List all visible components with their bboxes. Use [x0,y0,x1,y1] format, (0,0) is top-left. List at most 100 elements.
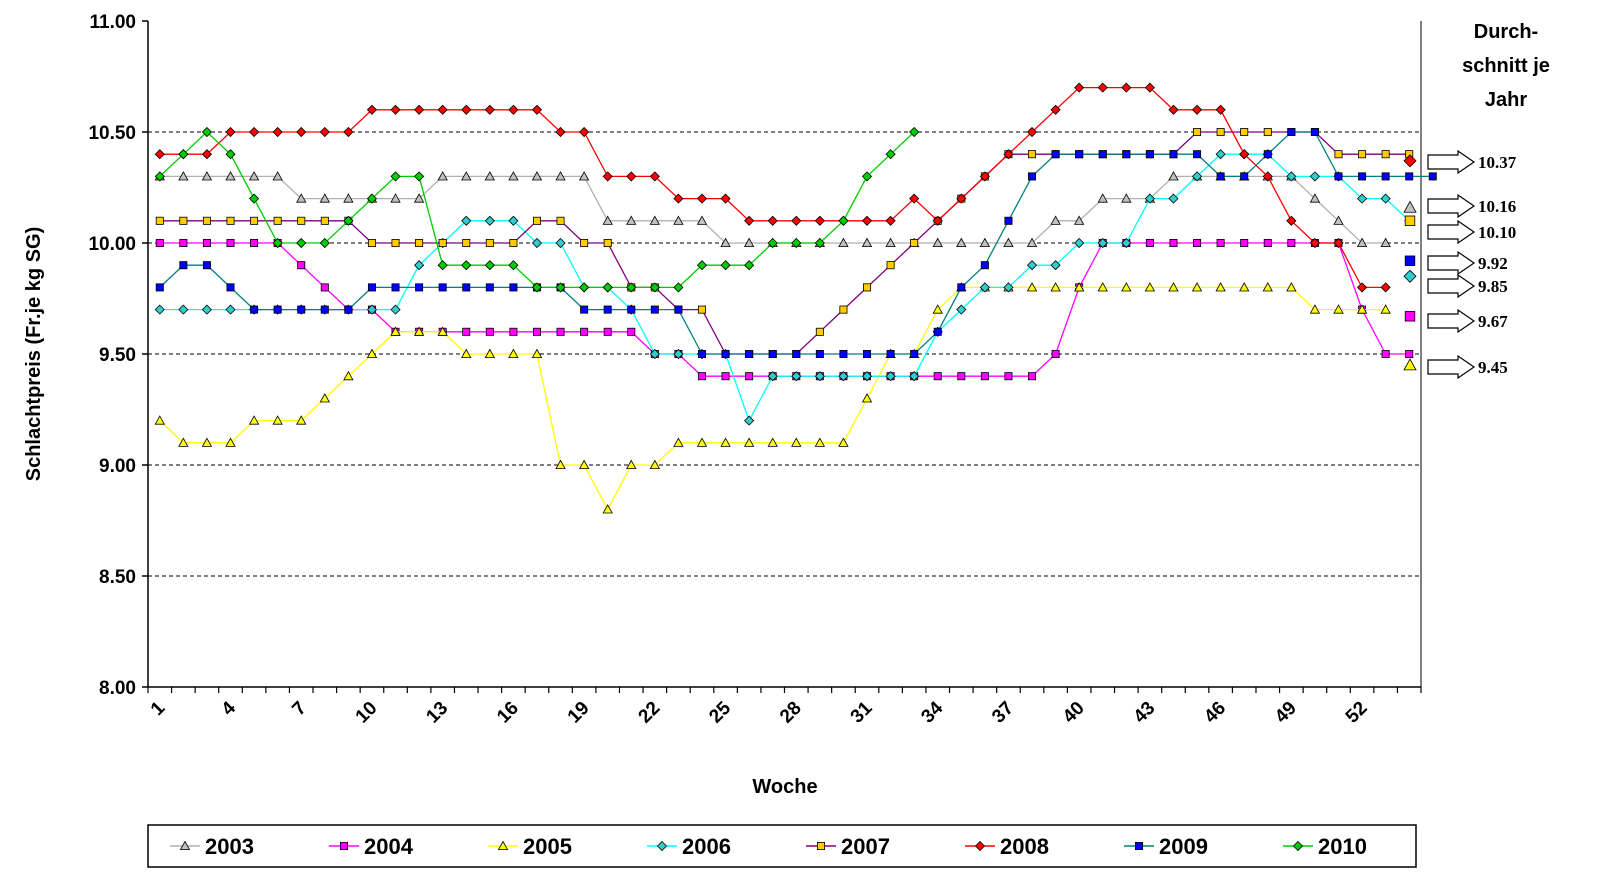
data-point-2003 [885,237,896,248]
data-point-2005 [932,304,943,314]
data-point-2006 [649,348,660,360]
data-point-2007 [485,238,494,247]
data-point-2006 [414,260,425,271]
x-tick-label: 10 [352,698,382,728]
data-point-2009 [1334,172,1343,181]
data-point-2009 [485,283,494,292]
data-point-2010 [696,260,708,271]
x-tick-label: 49 [1271,698,1301,728]
arrow-icon [1427,219,1476,245]
average-2007: 10.10 [1404,215,1516,245]
data-point-2008 [956,193,967,204]
data-point-2006 [484,215,495,226]
legend-label-2008: 2008 [1000,834,1049,859]
data-point-2004 [226,238,235,247]
data-point-2007 [297,216,306,225]
data-point-2005 [1286,282,1297,292]
data-point-2008 [1286,215,1297,226]
data-point-2005 [861,393,873,403]
data-point-2005 [178,437,189,447]
legend-label-2006: 2006 [682,834,731,859]
x-tick-label: 43 [1130,698,1160,728]
data-point-2004 [462,327,471,336]
data-point-2005 [413,326,425,336]
data-point-2008 [366,104,378,115]
data-point-2005 [1191,282,1203,292]
data-point-2009 [179,261,188,270]
data-point-2003 [696,215,708,225]
data-point-2007 [1263,127,1272,136]
legend-label-2004: 2004 [364,834,414,859]
data-point-2010 [720,260,731,271]
legend-marker-2010 [1292,840,1304,852]
data-point-2004 [485,327,494,336]
data-point-2007 [415,238,424,247]
data-point-2003 [673,215,684,225]
data-point-2007 [1240,127,1249,136]
data-point-2004 [603,327,612,336]
data-point-2010 [744,260,755,271]
x-tick-label: 1 [147,697,170,720]
legend: 2003 2004 2005 2006 2007 2008 2009 2010 [147,824,1417,868]
data-point-2003 [343,193,354,203]
data-point-2004 [250,238,259,247]
data-point-2005 [1050,282,1061,292]
legend-item-2004: 2004 [329,834,414,859]
data-point-2006 [767,371,778,382]
data-point-2006 [838,371,849,382]
data-point-2005 [578,459,590,470]
data-point-2008 [1050,104,1061,115]
data-point-2005 [1262,282,1273,292]
data-point-2007 [1193,127,1202,136]
data-point-2006 [1121,237,1132,249]
data-point-2003 [649,215,661,225]
y-axis-title: Schlachtpreis (Fr.je kg SG) [23,227,45,482]
data-point-2009 [1240,172,1249,181]
data-point-2008 [390,104,401,115]
data-point-2007 [556,216,565,225]
legend-label-2005: 2005 [523,834,572,859]
data-point-2010 [461,260,472,271]
average-markers: 10.16 9.67 9.45 9.85 10.10 10.37 9.92 [1403,149,1517,380]
data-point-2010 [885,149,896,160]
arrow-icon [1427,354,1476,380]
data-point-2005 [343,370,354,381]
x-tick-label: 7 [288,698,310,720]
data-point-2003 [1356,237,1368,248]
data-point-2008 [932,215,943,226]
data-point-2006 [1286,171,1297,182]
y-tick-label: 8.00 [99,678,136,699]
x-tick-labels: 1 4 7 10 13 16 19 22 25 28 31 34 37 40 43 46 49 52 [147,697,1372,727]
side-title-line-1: Durch- [1474,21,1538,43]
legend-marker-2003 [179,840,191,850]
data-point-2007 [1028,150,1037,159]
data-point-2008 [1356,282,1368,293]
data-point-2008 [461,104,472,115]
data-point-2008 [531,104,543,115]
data-point-2010 [249,193,260,204]
data-point-2008 [626,171,637,182]
data-point-2003 [178,171,189,181]
data-point-2005 [649,459,661,470]
data-point-2003 [272,171,283,181]
data-point-2005 [743,437,755,447]
data-point-2009 [320,305,329,314]
x-axis-title: Woche [752,776,817,798]
data-point-2008 [249,126,260,138]
data-point-2004 [1381,349,1390,358]
data-point-2004 [179,238,188,247]
data-point-2005 [767,437,778,447]
data-point-2004 [627,327,636,336]
data-point-2006 [1380,193,1391,204]
average-2005: 9.45 [1403,354,1508,380]
data-point-2009 [863,349,872,358]
data-point-2007 [1216,127,1225,136]
data-point-2004 [933,372,942,381]
data-point-2010 [343,215,354,226]
average-marker-2008 [1403,154,1417,168]
data-point-2003 [413,193,425,203]
data-point-2003 [1309,193,1321,203]
y-tick-labels: 8.00 8.50 9.00 9.50 10.00 10.50 11.00 [88,12,136,699]
data-point-2008 [1026,126,1038,138]
data-point-2003 [1073,215,1085,225]
